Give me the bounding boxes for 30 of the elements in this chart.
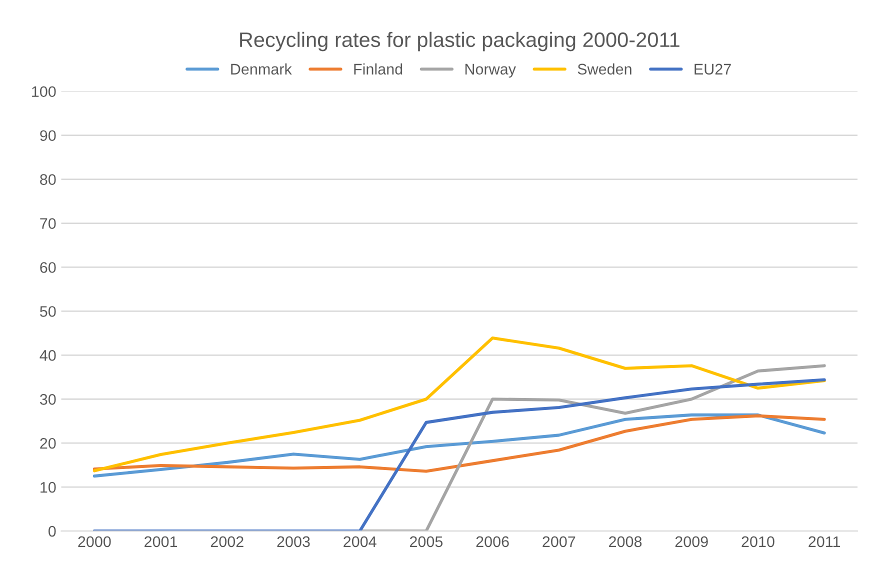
y-tick-label: 10 [40,482,56,493]
x-tick-label: 2009 [675,536,708,548]
x-tick-label: 2006 [476,536,509,548]
y-tick-label: 80 [40,174,56,185]
y-tick-label: 40 [40,350,56,361]
y-tick-label: 90 [40,130,56,142]
y-tick-label: 0 [48,526,56,537]
y-tick-label: 30 [40,394,56,405]
y-tick-label: 100 [32,86,56,98]
y-tick-label: 60 [40,262,56,273]
x-tick-label: 2008 [609,536,642,548]
line-series [92,336,826,472]
legend-label: Sweden [578,63,632,75]
x-tick-label: 2005 [410,536,443,548]
x-tick-label: 2000 [78,536,111,548]
legend-label: Finland [354,63,402,75]
x-tick-label: 2001 [144,536,178,548]
legend-label: Denmark [231,63,292,75]
x-tick-label: 2004 [344,536,376,548]
x-tick-label: 2010 [742,536,774,548]
chart-title: Recycling rates for plastic packaging 2000-2011 [240,32,680,52]
y-tick-label: 20 [40,438,56,449]
x-tick-label: 2011 [808,536,840,548]
x-tick-label: 2002 [210,536,244,548]
legend-label: Norway [465,64,516,78]
x-tick-label: 2003 [277,536,310,548]
y-tick-label: 70 [40,218,56,229]
x-tick-label: 2007 [542,536,576,548]
legend-label: EU27 [694,64,731,75]
y-tick-label: 50 [40,306,56,317]
